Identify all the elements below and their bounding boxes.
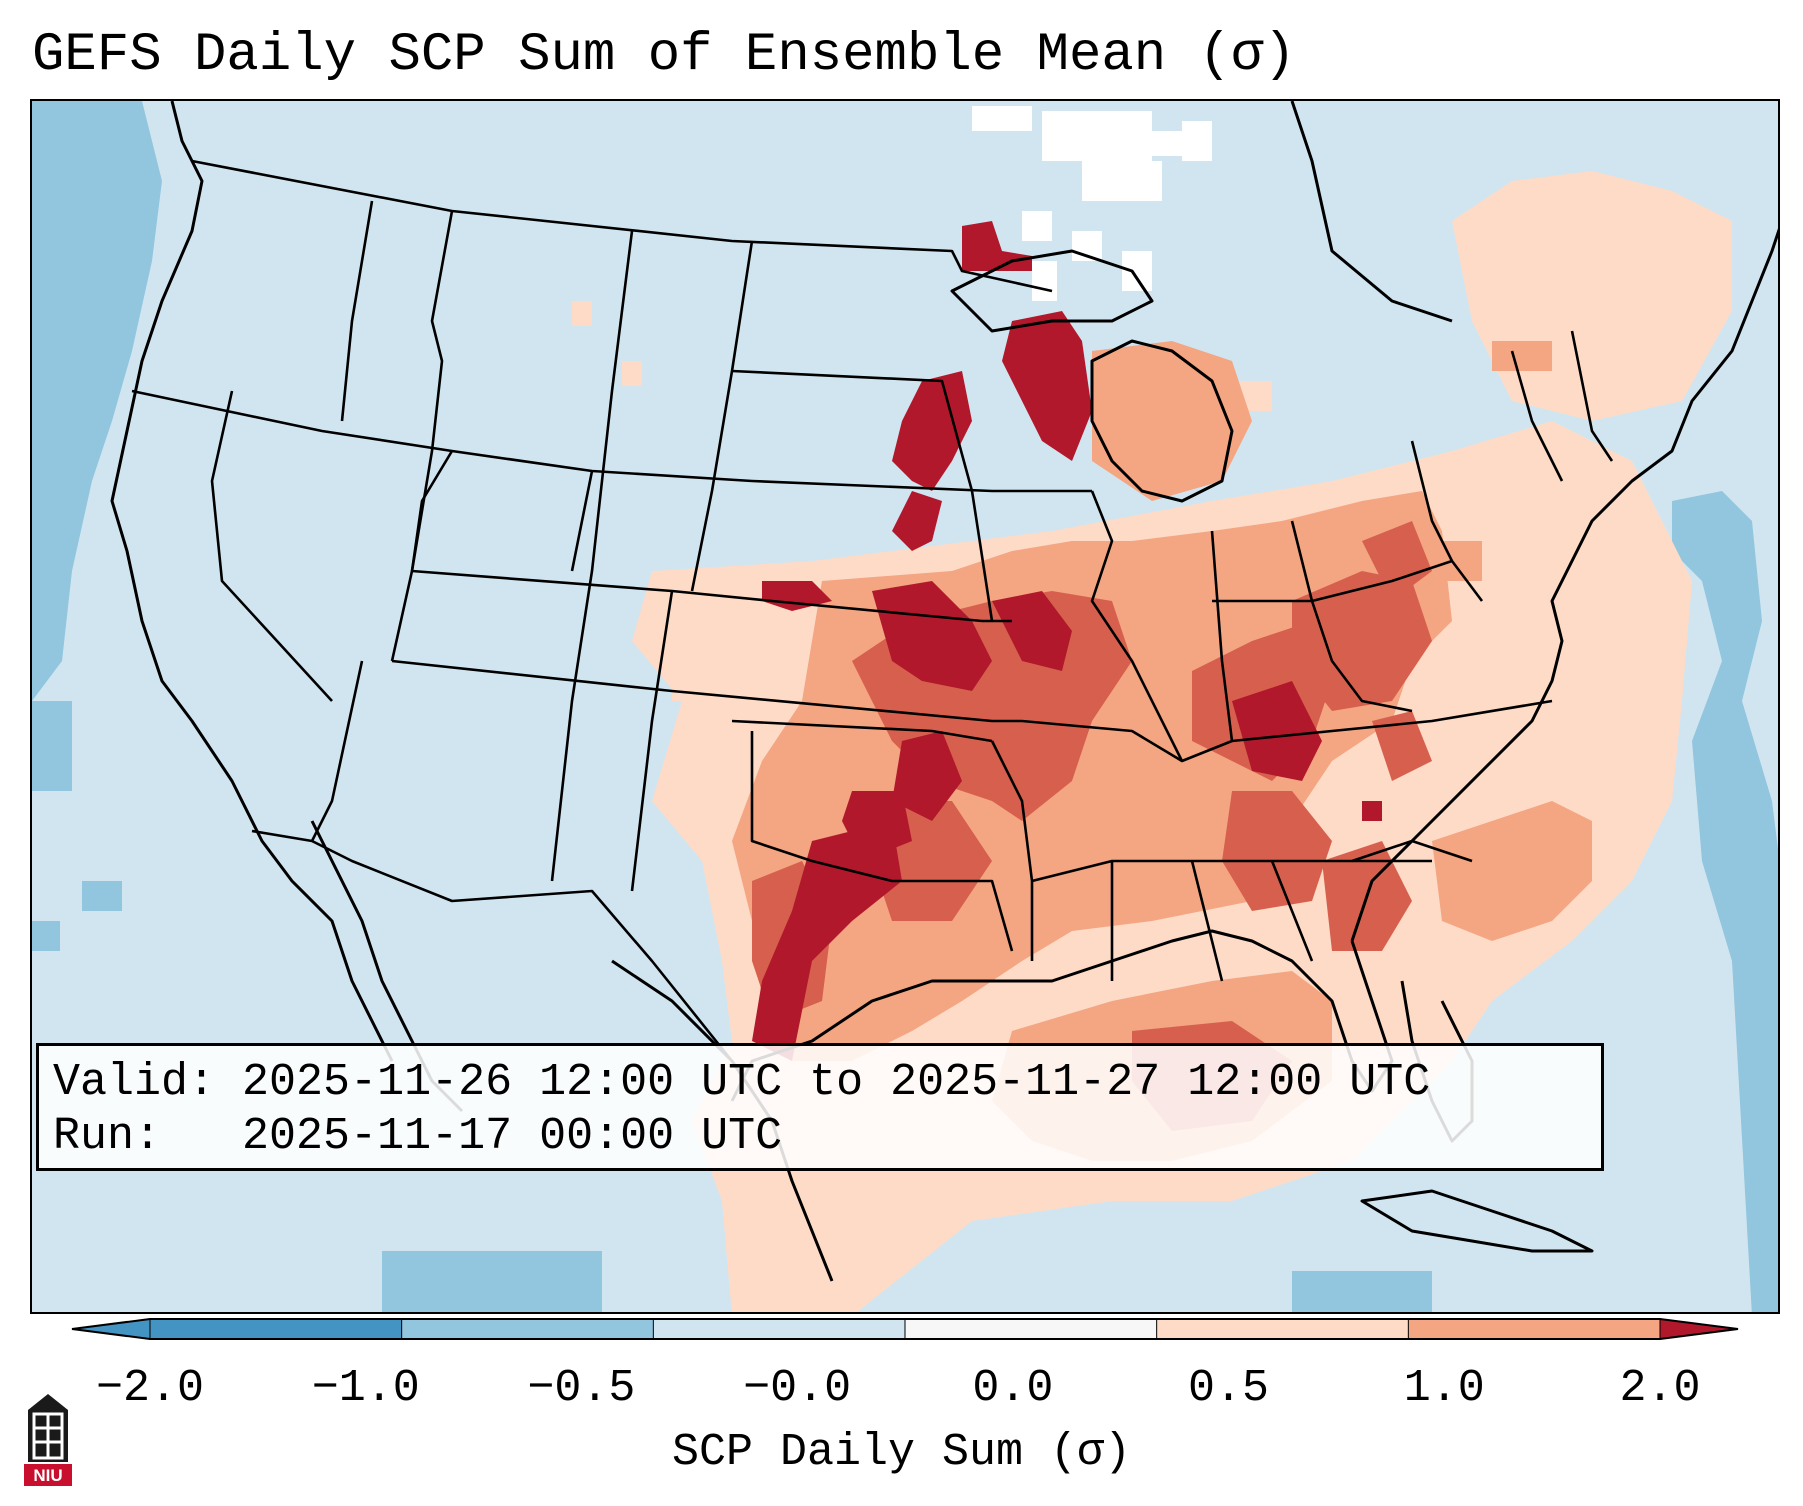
us-mexico-border — [251, 829, 734, 1062]
colorbar-tick-label: 0.0 — [972, 1363, 1054, 1414]
colorbar-tick-label: −0.5 — [527, 1363, 636, 1414]
colorbar-tick-label: 0.5 — [1188, 1363, 1270, 1414]
colorbar-segment — [401, 1319, 654, 1339]
run-value: 2025-11-17 00:00 UTC — [242, 1111, 783, 1162]
colorbar-tick-label: −0.0 — [743, 1363, 852, 1414]
state-borders — [131, 159, 1614, 1062]
colorbar-tick-label: 1.0 — [1403, 1363, 1485, 1414]
colorbar-segments — [72, 1319, 1738, 1339]
colorbar-tick-label: −1.0 — [311, 1363, 420, 1414]
colorbar-segment — [653, 1319, 906, 1339]
neutral-gap-region — [972, 106, 1212, 301]
run-label: Run: — [53, 1111, 162, 1162]
colorbar-tick-label: 2.0 — [1619, 1363, 1701, 1414]
hudson-bay-coast — [1290, 101, 1453, 323]
colorbar — [71, 1318, 1739, 1340]
colorbar-segment — [1156, 1319, 1409, 1339]
colorbar-title: SCP Daily Sum (σ) — [671, 1427, 1132, 1478]
niu-logo-text: NIU — [33, 1466, 62, 1485]
negative-anomaly-region — [32, 101, 1778, 1312]
colorbar-extend-high — [1660, 1319, 1738, 1339]
great-lakes-outline — [1090, 339, 1234, 503]
colorbar-segment — [150, 1319, 403, 1339]
west-coast — [110, 101, 394, 1062]
valid-run-info-box: Valid: 2025-11-26 12:00 UTC to 2025-11-2… — [36, 1043, 1604, 1171]
niu-logo-icon: NIU — [24, 1394, 72, 1486]
valid-label: Valid: — [53, 1057, 216, 1108]
colorbar-segment — [905, 1319, 1158, 1339]
valid-value: 2025-11-26 12:00 UTC to 2025-11-27 12:00… — [242, 1057, 1431, 1108]
coastlines — [110, 101, 1778, 1282]
colorbar-tick-label: −2.0 — [95, 1363, 205, 1414]
lake-superior — [950, 249, 1154, 333]
page-title: GEFS Daily SCP Sum of Ensemble Mean (σ) — [32, 25, 1296, 86]
colorbar-segment — [1408, 1319, 1661, 1339]
canada-border — [191, 159, 1053, 293]
colorbar-outline — [71, 1318, 1739, 1340]
positive-anomaly-extreme — [752, 221, 1382, 1061]
east-coast — [1350, 228, 1778, 942]
colorbar-extend-low — [72, 1319, 150, 1339]
cuba — [1360, 1189, 1594, 1253]
